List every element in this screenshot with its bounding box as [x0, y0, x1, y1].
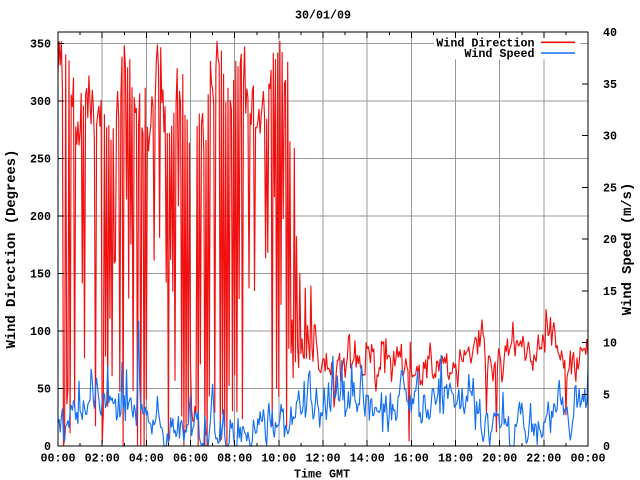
svg-text:18:00: 18:00	[438, 452, 473, 466]
svg-text:10: 10	[603, 337, 617, 351]
svg-text:10:00: 10:00	[261, 452, 296, 466]
svg-text:Wind Direction (Degrees): Wind Direction (Degrees)	[4, 150, 20, 349]
svg-text:200: 200	[30, 210, 51, 224]
svg-text:0: 0	[44, 440, 51, 454]
svg-text:350: 350	[30, 38, 51, 52]
svg-text:06:00: 06:00	[173, 452, 208, 466]
svg-text:30: 30	[603, 130, 617, 144]
svg-text:300: 300	[30, 95, 51, 109]
svg-text:00:00: 00:00	[570, 452, 605, 466]
svg-text:Time GMT: Time GMT	[294, 468, 350, 480]
svg-text:16:00: 16:00	[394, 452, 429, 466]
svg-text:35: 35	[603, 78, 617, 92]
svg-text:Wind Speed (m/s): Wind Speed (m/s)	[620, 183, 636, 315]
svg-text:20:00: 20:00	[482, 452, 517, 466]
svg-text:04:00: 04:00	[129, 452, 164, 466]
svg-text:22:00: 22:00	[526, 452, 561, 466]
svg-text:14:00: 14:00	[350, 452, 385, 466]
svg-text:5: 5	[603, 388, 610, 402]
svg-text:100: 100	[30, 325, 51, 339]
svg-text:30/01/09: 30/01/09	[295, 8, 351, 22]
svg-text:12:00: 12:00	[305, 452, 340, 466]
svg-text:20: 20	[603, 233, 617, 247]
svg-text:25: 25	[603, 181, 617, 195]
svg-text:250: 250	[30, 153, 51, 167]
svg-text:40: 40	[603, 26, 617, 40]
svg-text:02:00: 02:00	[85, 452, 120, 466]
svg-text:0: 0	[603, 440, 610, 454]
svg-text:150: 150	[30, 268, 51, 282]
svg-text:08:00: 08:00	[217, 452, 252, 466]
svg-text:Wind Speed: Wind Speed	[464, 47, 534, 61]
svg-text:Wind Direction: Wind Direction	[436, 37, 534, 51]
svg-text:15: 15	[603, 285, 617, 299]
svg-text:00:00: 00:00	[40, 452, 75, 466]
svg-text:50: 50	[37, 383, 51, 397]
